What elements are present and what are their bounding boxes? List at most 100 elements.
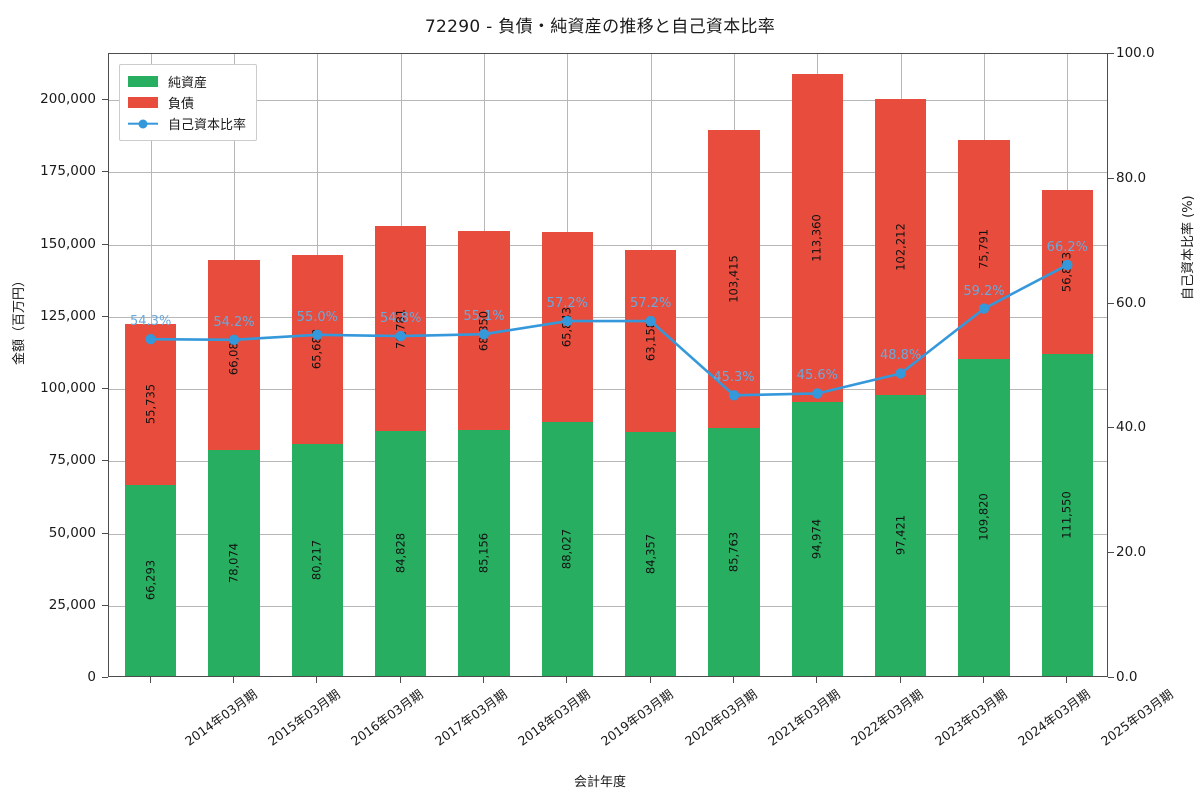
bar-group[interactable]: 84,357 63,158 bbox=[624, 249, 677, 676]
bar-group[interactable]: 109,820 75,791 bbox=[958, 139, 1010, 676]
bar-segment-equity[interactable]: 109,820 bbox=[958, 358, 1010, 676]
y-axis-left-label: 金額（百万円） bbox=[12, 273, 27, 365]
y-axis-left-tick-mark bbox=[102, 99, 108, 101]
bar-value-label-equity: 111,550 bbox=[1059, 491, 1074, 539]
bar-segment-liabilities[interactable]: 66,089 bbox=[208, 259, 260, 451]
bar-segment-equity[interactable]: 80,217 bbox=[291, 444, 344, 676]
equity-ratio-value-label: 57.2% bbox=[546, 296, 588, 312]
bar-value-label-equity: 94,974 bbox=[809, 518, 824, 559]
bar-segment-liabilities[interactable]: 68,850 bbox=[458, 231, 510, 430]
plot-area: 66,293 55,735 78,074 66,089 80,217 65,688 84,8… bbox=[108, 53, 1108, 677]
bar-segment-liabilities[interactable]: 56,853 bbox=[1041, 189, 1094, 354]
equity-ratio-value-label: 66.2% bbox=[1046, 239, 1088, 255]
bar-value-label-equity: 85,763 bbox=[726, 532, 741, 573]
x-axis-tick-label: 2022年03月期 bbox=[848, 686, 927, 749]
bar-value-label-liabilities: 75,791 bbox=[976, 229, 991, 270]
bar-group[interactable]: 85,156 68,850 bbox=[458, 231, 510, 676]
legend-item-equity: 純資産 bbox=[128, 71, 246, 92]
legend-label-liabilities: 負債 bbox=[168, 97, 195, 112]
equity-ratio-value-label: 54.2% bbox=[213, 314, 255, 330]
bar-segment-equity[interactable]: 88,027 bbox=[541, 421, 594, 676]
bar-segment-equity[interactable]: 78,074 bbox=[208, 450, 260, 676]
legend-label-equity: 純資産 bbox=[168, 76, 208, 91]
bar-value-label-liabilities: 63,158 bbox=[642, 320, 657, 362]
bar-segment-equity[interactable]: 84,828 bbox=[374, 430, 427, 676]
y-axis-left-tick-label: 150,000 bbox=[40, 235, 96, 252]
bar-value-label-equity: 109,820 bbox=[976, 493, 991, 542]
equity-ratio-polyline bbox=[149, 263, 1069, 397]
bar-group[interactable]: 84,828 70,781 bbox=[374, 226, 427, 676]
bar-segment-liabilities[interactable]: 113,360 bbox=[791, 74, 844, 402]
bar-segment-liabilities[interactable]: 63,158 bbox=[624, 249, 677, 433]
bar-value-label-equity: 85,156 bbox=[476, 532, 491, 574]
x-axis-tick-label: 2025年03月期 bbox=[1098, 686, 1177, 749]
legend-item-equity-ratio: 自己資本比率 bbox=[128, 113, 246, 134]
bar-segment-equity[interactable]: 85,156 bbox=[458, 430, 510, 676]
y-axis-right-tick-label: 60.0 bbox=[1116, 294, 1147, 311]
bar-segment-liabilities[interactable]: 70,781 bbox=[374, 226, 427, 431]
x-axis-tick-label: 2014年03月期 bbox=[181, 686, 260, 749]
y-axis-left-tick-label: 0 bbox=[87, 669, 96, 685]
bar-value-label-equity: 66,293 bbox=[142, 560, 157, 601]
bar-value-label-equity: 78,074 bbox=[226, 543, 241, 584]
bar-value-label-liabilities: 103,415 bbox=[726, 255, 741, 303]
y-axis-right-tick-mark bbox=[1108, 177, 1114, 179]
y-axis-left-tick-mark bbox=[102, 532, 108, 534]
y-axis-left-tick-label: 50,000 bbox=[48, 524, 96, 541]
legend-swatch-liabilities bbox=[128, 97, 158, 108]
bar-segment-equity[interactable]: 66,293 bbox=[124, 484, 177, 676]
bar-segment-liabilities[interactable]: 75,791 bbox=[958, 139, 1010, 359]
equity-ratio-value-label: 45.3% bbox=[713, 370, 755, 386]
y-axis-left-tick-mark bbox=[102, 604, 108, 606]
x-axis-tick-label: 2016年03月期 bbox=[348, 686, 427, 749]
y-axis-left-tick-label: 175,000 bbox=[40, 163, 96, 180]
gridline-horizontal bbox=[109, 461, 1107, 463]
equity-ratio-value-label: 54.8% bbox=[380, 311, 422, 327]
x-axis-tick-mark bbox=[983, 677, 984, 683]
gridline-horizontal bbox=[109, 244, 1107, 246]
y-axis-left-tick-mark bbox=[102, 677, 108, 678]
x-axis-tick-label: 2023年03月期 bbox=[931, 686, 1010, 749]
y-axis-right-tick-mark bbox=[1108, 427, 1114, 429]
gridline-horizontal bbox=[109, 172, 1107, 174]
bar-segment-equity[interactable]: 111,550 bbox=[1041, 353, 1094, 676]
bar-segment-liabilities[interactable]: 65,688 bbox=[291, 254, 344, 445]
x-axis-tick-label: 2018年03月期 bbox=[515, 686, 593, 749]
bar-value-label-equity: 84,828 bbox=[392, 533, 407, 574]
legend-label-equity-ratio: 自己資本比率 bbox=[168, 118, 247, 133]
bar-group[interactable]: 97,421 102,212 bbox=[874, 99, 927, 676]
bar-group[interactable]: 66,293 55,735 bbox=[124, 323, 177, 676]
y-axis-right-tick-mark bbox=[1108, 677, 1114, 678]
bar-value-label-liabilities: 66,089 bbox=[226, 334, 241, 376]
bar-segment-liabilities[interactable]: 55,735 bbox=[124, 323, 177, 485]
x-axis-tick-mark bbox=[1066, 677, 1068, 683]
bar-group[interactable]: 111,550 56,853 bbox=[1041, 189, 1094, 676]
bar-segment-equity[interactable]: 94,974 bbox=[791, 401, 844, 676]
bar-value-label-equity: 84,357 bbox=[642, 534, 657, 575]
gridline-horizontal bbox=[109, 100, 1107, 102]
bar-segment-equity[interactable]: 85,763 bbox=[708, 428, 760, 676]
y-axis-left-tick-mark bbox=[102, 171, 108, 173]
bar-segment-equity[interactable]: 84,357 bbox=[624, 432, 677, 676]
y-axis-right-tick-label: 80.0 bbox=[1116, 169, 1147, 186]
bar-segment-liabilities[interactable]: 65,843 bbox=[541, 231, 594, 422]
x-axis-tick-mark bbox=[316, 677, 318, 683]
x-axis-tick-mark bbox=[566, 677, 568, 683]
y-axis-right-tick-label: 20.0 bbox=[1116, 544, 1147, 561]
y-axis-right-tick-mark bbox=[1108, 302, 1114, 304]
y-axis-right-label: 自己資本比率 (%) bbox=[1181, 195, 1196, 300]
gridline-horizontal bbox=[109, 605, 1107, 607]
x-axis-tick-mark bbox=[233, 677, 234, 683]
bar-value-label-liabilities: 65,688 bbox=[309, 329, 324, 370]
x-axis-tick-mark bbox=[733, 677, 734, 683]
legend-item-liabilities: 負債 bbox=[128, 92, 246, 113]
x-axis-tick-mark bbox=[899, 677, 901, 683]
bar-segment-equity[interactable]: 97,421 bbox=[874, 394, 927, 676]
equity-ratio-value-label: 55.1% bbox=[463, 309, 505, 325]
bar-group[interactable]: 85,763 103,415 bbox=[708, 129, 760, 676]
y-axis-right-tick-mark bbox=[1108, 552, 1114, 554]
legend-swatch-equity bbox=[128, 76, 158, 87]
y-axis-right-tick-mark bbox=[1108, 53, 1114, 54]
x-axis-tick-mark bbox=[483, 677, 484, 683]
y-axis-right-tick-label: 40.0 bbox=[1116, 419, 1147, 436]
